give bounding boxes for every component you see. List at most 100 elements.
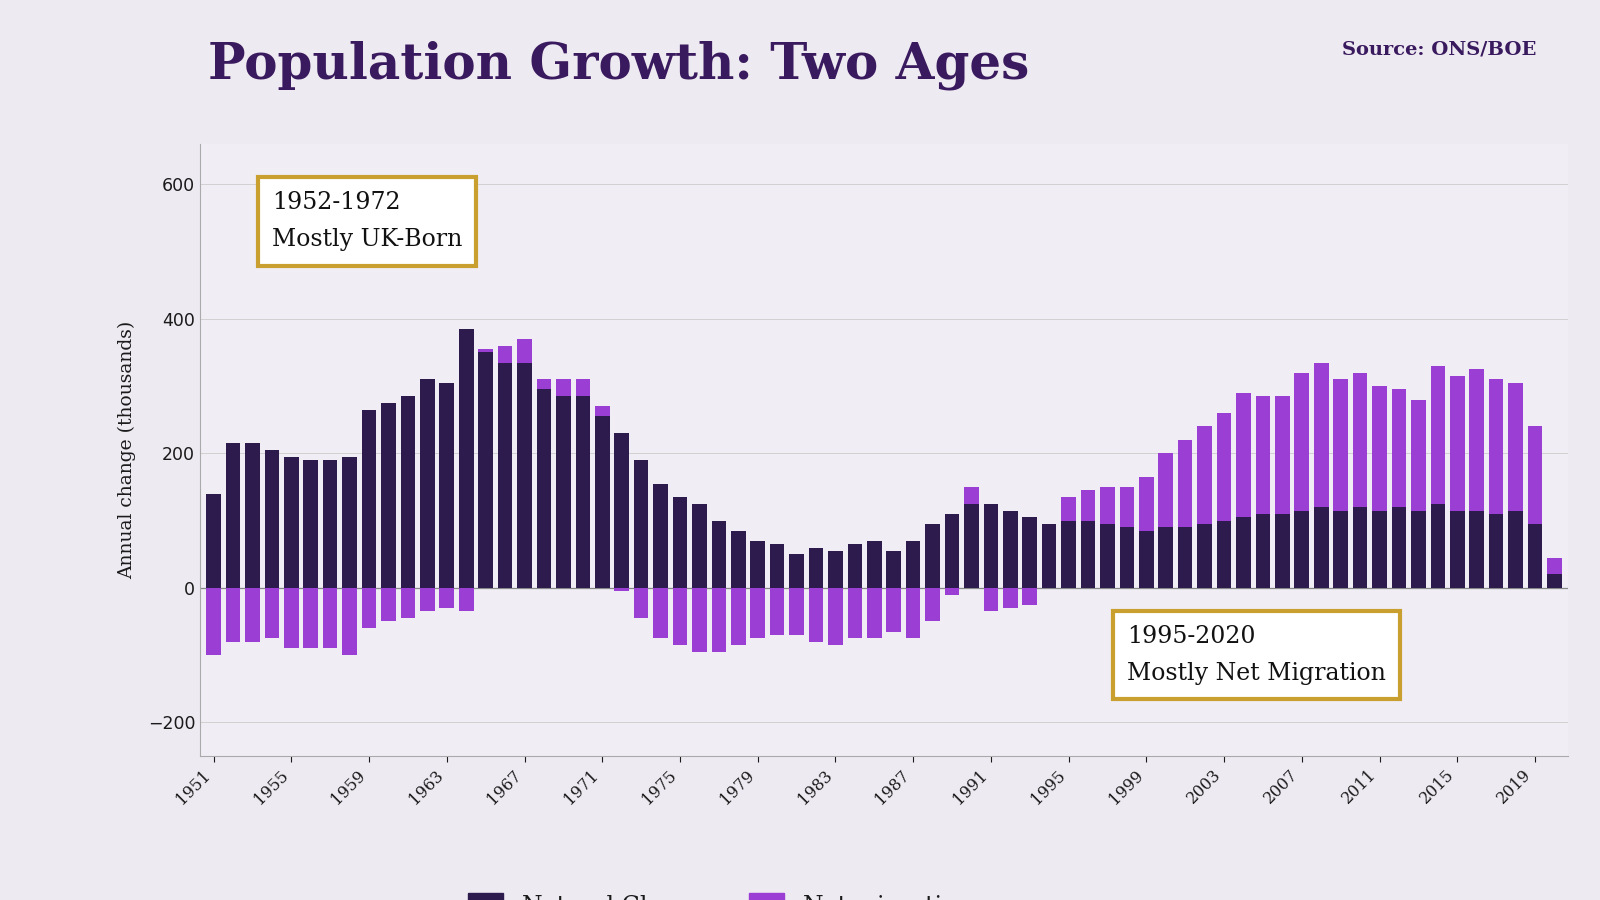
Bar [672,497,688,588]
Bar [459,328,474,588]
Bar [1314,508,1328,588]
Bar [1158,454,1173,527]
Bar [1080,491,1096,520]
Bar [557,396,571,588]
Bar [1178,440,1192,527]
Text: Population Growth: Two Ages: Population Growth: Two Ages [208,40,1029,90]
Bar [1528,427,1542,524]
Bar [1256,396,1270,514]
Bar [886,588,901,632]
Bar [1101,524,1115,588]
Bar [536,380,552,390]
Bar [925,588,939,622]
Bar [1411,510,1426,588]
Bar [1490,380,1504,514]
Bar [1314,363,1328,508]
Bar [1120,487,1134,527]
Legend: Natural Change, Net migration: Natural Change, Net migration [459,883,981,900]
Bar [536,390,552,588]
Text: 1952-1972
Mostly UK-Born: 1952-1972 Mostly UK-Born [272,191,462,251]
Bar [1547,574,1562,588]
Bar [400,396,416,588]
Bar [459,588,474,611]
Bar [245,588,259,642]
Bar [1061,520,1075,588]
Bar [925,524,939,588]
Bar [770,544,784,588]
Bar [1003,588,1018,608]
Bar [498,363,512,588]
Bar [517,339,531,363]
Bar [672,588,688,645]
Bar [323,460,338,588]
Bar [1547,558,1562,574]
Bar [1450,376,1464,510]
Bar [1430,504,1445,588]
Bar [576,396,590,588]
Bar [1333,510,1347,588]
Bar [1528,524,1542,588]
Bar [1139,531,1154,588]
Bar [712,588,726,652]
Bar [848,544,862,588]
Bar [693,504,707,588]
Bar [285,456,299,588]
Bar [557,380,571,396]
Bar [304,588,318,648]
Bar [1022,588,1037,605]
Bar [634,588,648,618]
Bar [944,514,960,588]
Bar [206,494,221,588]
Bar [1411,400,1426,510]
Bar [1237,518,1251,588]
Bar [1080,520,1096,588]
Bar [906,588,920,638]
Bar [478,349,493,353]
Bar [1294,373,1309,510]
Bar [1450,510,1464,588]
Bar [867,541,882,588]
Bar [595,417,610,588]
Bar [342,456,357,588]
Bar [906,541,920,588]
Bar [1022,518,1037,588]
Bar [1509,382,1523,510]
Bar [478,353,493,588]
Bar [1216,413,1232,520]
Bar [944,588,960,595]
Bar [400,588,416,618]
Bar [1333,380,1347,510]
Bar [829,551,843,588]
Bar [1392,508,1406,588]
Bar [517,363,531,588]
Bar [1139,477,1154,531]
Bar [965,504,979,588]
Bar [614,433,629,588]
Bar [595,406,610,417]
Bar [1373,386,1387,510]
Y-axis label: Annual change (thousands): Annual change (thousands) [118,321,136,579]
Bar [440,382,454,588]
Bar [1101,487,1115,524]
Bar [614,588,629,591]
Bar [285,588,299,648]
Bar [1275,396,1290,514]
Bar [323,588,338,648]
Bar [576,380,590,396]
Bar [342,588,357,655]
Bar [634,460,648,588]
Bar [1158,527,1173,588]
Bar [770,588,784,634]
Bar [362,410,376,588]
Bar [731,531,746,588]
Text: 1995-2020
Mostly Net Migration: 1995-2020 Mostly Net Migration [1126,625,1386,685]
Bar [264,588,278,638]
Bar [1003,510,1018,588]
Bar [264,450,278,588]
Bar [808,588,824,642]
Text: Source: ONS/BOE: Source: ONS/BOE [1342,40,1536,58]
Bar [1294,510,1309,588]
Bar [381,588,395,622]
Bar [867,588,882,638]
Bar [1275,514,1290,588]
